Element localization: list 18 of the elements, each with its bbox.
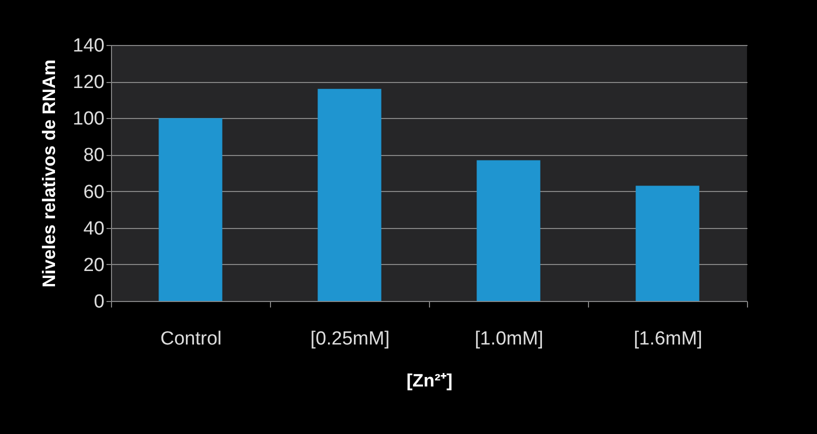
y-tick-label: 0: [94, 292, 104, 312]
y-tick-label: 120: [72, 72, 104, 94]
y-tick-label: 140: [72, 36, 104, 56]
bar: [476, 160, 540, 301]
x-tick-label: [1.6mM]: [634, 328, 702, 350]
x-tick-label: Control: [160, 328, 222, 350]
y-tick-label: 60: [83, 182, 104, 203]
bar: [158, 118, 222, 301]
y-tick-label: 40: [83, 218, 104, 240]
y-tick-label: 100: [72, 108, 104, 130]
y-tick-label: 20: [83, 254, 104, 276]
y-axis-title: Niveles relativos de RNAm: [38, 59, 59, 288]
bar: [636, 186, 700, 301]
x-axis-title: [Zn²⁺]: [406, 370, 452, 390]
bar: [318, 88, 382, 301]
y-tick-label: 80: [83, 145, 104, 166]
x-tick-label: [0.25mM]: [310, 328, 390, 350]
x-tick-label: [1.0mM]: [474, 328, 544, 350]
